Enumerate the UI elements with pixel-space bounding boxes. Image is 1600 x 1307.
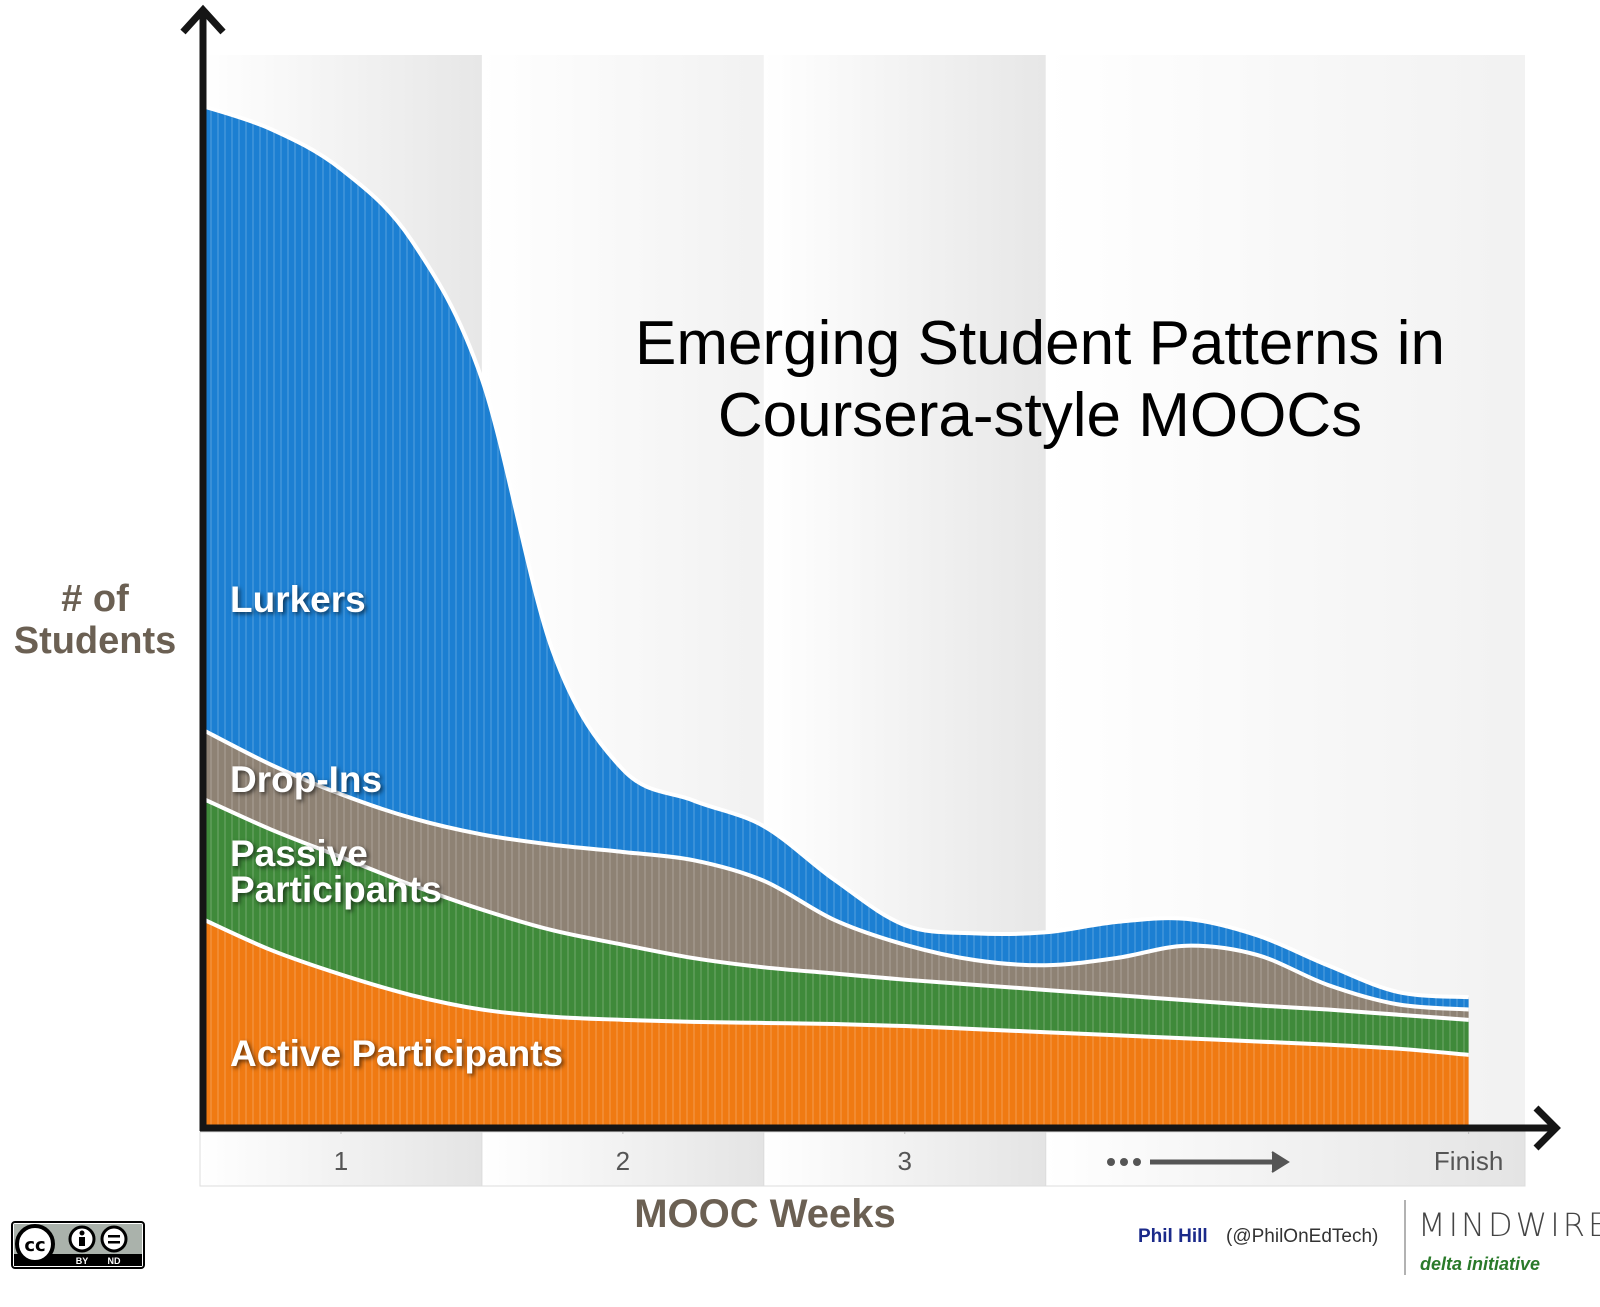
svg-text:cc: cc (24, 1235, 45, 1256)
axes (180, 4, 1561, 1151)
series-label: Drop-Ins (230, 759, 383, 800)
series-label: Passive Participants (230, 833, 442, 910)
license-label: ND (108, 1256, 121, 1266)
area-edge (199, 916, 1469, 1057)
continuation-arrow (1107, 1151, 1290, 1173)
x-axis-arrow (1533, 1105, 1561, 1151)
area-edge (199, 103, 1469, 1000)
tick-band (199, 1131, 483, 1187)
area-edge (199, 726, 1469, 1012)
area-texture (200, 105, 1469, 1010)
cc-badge: cc BY ND (11, 1221, 145, 1269)
author-handle: (@PhilOnEdTech) (1226, 1226, 1379, 1247)
brand: MINDWIRES (1418, 1206, 1600, 1244)
author: Phil Hill (1138, 1226, 1208, 1247)
area-edge (199, 795, 1469, 1022)
x-tick-label: Finish (1434, 1146, 1503, 1176)
y-axis-label: # of Students (13, 578, 177, 662)
area-texture (200, 797, 1469, 1055)
series-label: Active Participants (230, 1033, 564, 1074)
chart-title: Emerging Student Patterns in Coursera-st… (635, 309, 1445, 450)
areas (199, 103, 1469, 1128)
series-label: Lurkers (230, 579, 366, 620)
brand-sub: delta initiative (1420, 1254, 1541, 1274)
y-axis-arrow (180, 4, 226, 35)
x-tick-label: 2 (616, 1146, 630, 1176)
license-label: BY (76, 1256, 89, 1266)
x-tick-label: 3 (898, 1146, 912, 1176)
x-tick-label: 1 (334, 1146, 348, 1176)
x-axis-label: MOOC Weeks (634, 1192, 896, 1236)
area-texture (200, 917, 1469, 1128)
tick-band (763, 1131, 1047, 1187)
